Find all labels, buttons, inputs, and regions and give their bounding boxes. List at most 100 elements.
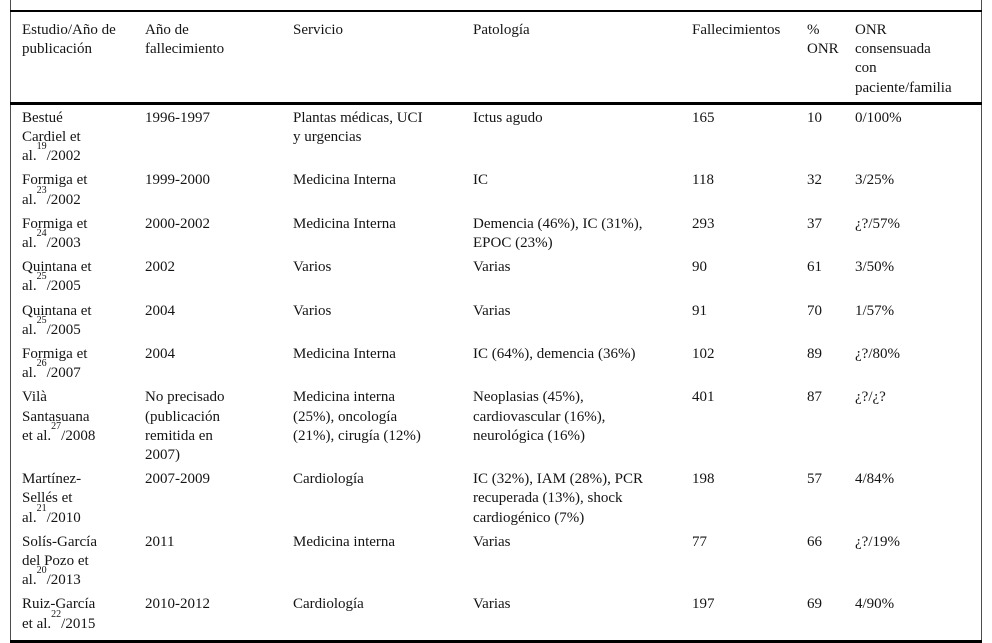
death-year-cell: No precisado (publicación remitida en 20… (145, 389, 225, 464)
citation-ref-icon: 27 (51, 420, 62, 432)
citation-ref-icon: 19 (36, 141, 47, 153)
death-year-cell: 2000-2002 (145, 215, 210, 232)
onr-pct-cell: 70 (807, 302, 822, 319)
citation-ref-icon: 25 (36, 271, 47, 283)
deaths-cell: 165 (692, 109, 715, 126)
header-row: Estudio/Año de publicación Año de fallec… (10, 11, 982, 105)
study-authors: Vilà Santasuana et al. (22, 389, 90, 444)
onr-consent-cell: 3/25% (855, 172, 895, 189)
pathology-cell: Varias (473, 259, 511, 276)
study-pub-year: /2015 (61, 615, 96, 632)
death-year-cell: 1999-2000 (145, 172, 210, 189)
study-authors: Quintana et al. (22, 259, 92, 295)
study-cell: Formiga et al.23/2002 (10, 167, 133, 210)
service-cell: Medicina Interna (293, 346, 396, 363)
onr-pct-cell: 69 (807, 596, 822, 613)
citation-ref-icon: 24 (36, 228, 47, 240)
pathology-cell: IC (473, 172, 488, 189)
deaths-cell: 91 (692, 302, 707, 319)
pathology-cell: Varias (473, 302, 511, 319)
table-row: Formiga et al.24/2003 2000-2002 Medicina I… (10, 211, 982, 254)
pathology-cell: Neoplasias (45%), cardiovascular (16%), … (473, 389, 606, 444)
study-cell: Ruiz-García et al.22/2015 (10, 591, 133, 641)
study-cell: Vilà Santasuana et al.27/2008 (10, 384, 133, 466)
study-pub-year: /2005 (46, 278, 81, 295)
col-header-patologia: Patología (461, 11, 680, 105)
death-year-cell: 2007-2009 (145, 471, 210, 488)
col-header-anio-fallecimiento: Año de fallecimiento (133, 11, 281, 105)
study-pub-year: /2013 (46, 572, 81, 589)
table-row: Solís-García del Pozo et al.20/2013 2011 M… (10, 529, 982, 592)
deaths-cell: 197 (692, 596, 715, 613)
study-authors: Formiga et al. (22, 346, 88, 382)
col-header-servicio: Servicio (281, 11, 461, 105)
pathology-cell: Varias (473, 533, 511, 550)
table-row: Bestué Cardiel et al.19/2002 1996-1997 Pla… (10, 103, 982, 167)
table-left-border (10, 0, 11, 641)
onr-pct-cell: 57 (807, 471, 822, 488)
table-header: Estudio/Año de publicación Año de fallec… (10, 11, 982, 105)
study-cell: Formiga et al.24/2003 (10, 211, 133, 254)
pathology-cell: Varias (473, 596, 511, 613)
study-pub-year: /2008 (61, 427, 96, 444)
table-row: Martínez- Sellés et al.21/2010 2007-2009 C… (10, 466, 982, 529)
col-header-onr-consensuada: ONR consensuada con paciente/familia (843, 11, 982, 105)
service-cell: Medicina Interna (293, 215, 396, 232)
study-pub-year: /2010 (46, 509, 81, 526)
onr-consent-cell: ¿?/19% (855, 533, 900, 550)
table-row: Formiga et al.23/2002 1999-2000 Medicina I… (10, 167, 982, 210)
table-right-border (981, 0, 982, 641)
service-cell: Varios (293, 302, 332, 319)
pathology-cell: IC (64%), demencia (36%) (473, 346, 636, 363)
onr-consent-cell: 4/84% (855, 471, 895, 488)
study-authors: Solís-García del Pozo et al. (22, 533, 97, 589)
onr-pct-cell: 61 (807, 259, 822, 276)
study-pub-year: /2002 (46, 148, 81, 165)
onr-consent-cell: 4/90% (855, 596, 895, 613)
study-authors: Martínez- Sellés et al. (22, 471, 82, 526)
study-pub-year: /2007 (46, 365, 81, 382)
onr-pct-cell: 87 (807, 389, 822, 406)
death-year-cell: 2002 (145, 259, 175, 276)
deaths-cell: 118 (692, 172, 714, 189)
deaths-cell: 77 (692, 533, 707, 550)
study-authors: Ruiz-García et al. (22, 596, 96, 632)
study-cell: Martínez- Sellés et al.21/2010 (10, 466, 133, 529)
death-year-cell: 2010-2012 (145, 596, 210, 613)
citation-ref-icon: 20 (36, 565, 47, 577)
study-cell: Solís-García del Pozo et al.20/2013 (10, 529, 133, 592)
onr-pct-cell: 10 (807, 109, 822, 126)
study-authors: Quintana et al. (22, 302, 92, 338)
study-authors: Bestué Cardiel et al. (22, 109, 81, 165)
table-row: Ruiz-García et al.22/2015 2010-2012 Cardio… (10, 591, 982, 641)
service-cell: Medicina Interna (293, 172, 396, 189)
deaths-cell: 198 (692, 471, 715, 488)
service-cell: Cardiología (293, 596, 364, 613)
table-body: Bestué Cardiel et al.19/2002 1996-1997 Pla… (10, 103, 982, 641)
pathology-cell: Demencia (46%), IC (31%), EPOC (23%) (473, 215, 643, 252)
onr-consent-cell: 3/50% (855, 259, 895, 276)
deaths-cell: 401 (692, 389, 715, 406)
deaths-cell: 90 (692, 259, 707, 276)
table-row: Quintana et al.25/2005 2004 Varios Varias 91… (10, 298, 982, 341)
service-cell: Cardiología (293, 471, 364, 488)
service-cell: Medicina interna (293, 533, 396, 550)
col-header-estudio: Estudio/Año de publicación (10, 11, 133, 105)
onr-consent-cell: ¿?/¿? (855, 389, 886, 406)
onr-pct-cell: 66 (807, 533, 822, 550)
table-row: Formiga et al.26/2007 2004 Medicina Intern… (10, 341, 982, 384)
study-cell: Quintana et al.25/2005 (10, 298, 133, 341)
pathology-cell: IC (32%), IAM (28%), PCR recuperada (13%… (473, 471, 643, 526)
onr-consent-cell: ¿?/80% (855, 346, 900, 363)
study-authors: Formiga et al. (22, 172, 88, 208)
citation-ref-icon: 25 (36, 314, 47, 326)
service-cell: Varios (293, 259, 332, 276)
onr-pct-cell: 32 (807, 172, 822, 189)
study-pub-year: /2005 (46, 321, 81, 338)
onr-pct-cell: 89 (807, 346, 822, 363)
citation-ref-icon: 23 (36, 184, 47, 196)
studies-table: Estudio/Año de publicación Año de fallec… (10, 10, 982, 643)
onr-consent-cell: 0/100% (855, 109, 902, 126)
table-row: Quintana et al.25/2005 2002 Varios Varias 90… (10, 254, 982, 297)
onr-consent-cell: 1/57% (855, 302, 895, 319)
